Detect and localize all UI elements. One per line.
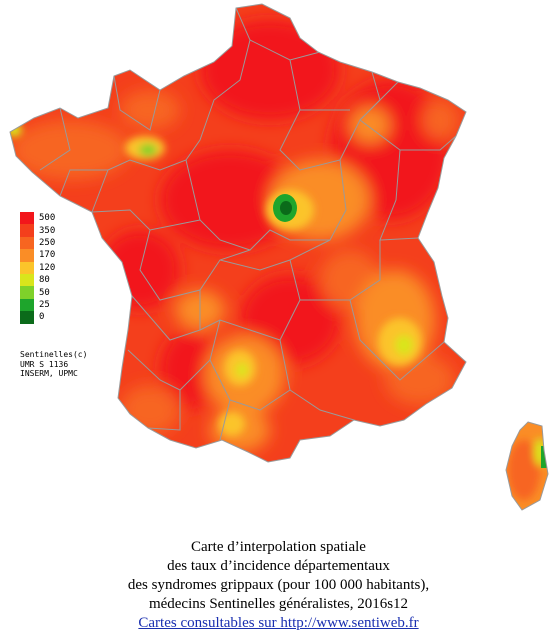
legend-swatch [20, 224, 34, 237]
sentiweb-link[interactable]: Cartes consultables sur http://www.senti… [138, 615, 419, 631]
legend-swatch [20, 311, 34, 324]
credits: Sentinelles(c) UMR S 1136 INSERM, UPMC [20, 350, 87, 379]
legend-swatch [20, 236, 34, 250]
legend-row: 120 [20, 261, 84, 274]
legend-swatch [20, 298, 34, 312]
legend-label: 500 [39, 213, 56, 224]
legend-swatch [20, 249, 34, 262]
caption-line-3: des syndromes grippaux (pour 100 000 hab… [127, 577, 430, 593]
legend-label: 0 [39, 312, 45, 323]
legend-row: 350 [20, 224, 84, 237]
legend-swatch [20, 273, 34, 287]
legend-row: 0 [20, 311, 84, 324]
legend-label: 50 [39, 287, 50, 298]
legend-label: 250 [39, 237, 56, 248]
legend-row: 500 [20, 212, 84, 225]
legend-label: 80 [39, 275, 50, 286]
legend-label: 170 [39, 250, 56, 261]
legend-swatch [20, 212, 34, 225]
legend-row: 25 [20, 298, 84, 312]
credits-line-3: INSERM, UPMC [20, 369, 78, 378]
legend-row: 50 [20, 286, 84, 299]
legend-swatch [20, 261, 34, 274]
incidence-map [9, 3, 549, 511]
legend-label: 120 [39, 262, 56, 273]
legend-label: 25 [39, 299, 50, 310]
legend-swatch [20, 286, 34, 299]
credits-line-2: UMR S 1136 [20, 359, 69, 369]
legend-row: 250 [20, 236, 84, 250]
caption-line-4: médecins Sentinelles généralistes, 2016s… [148, 596, 409, 612]
legend-row: 170 [20, 249, 84, 262]
credits-line-1: Sentinelles(c) [20, 350, 88, 359]
legend-label: 350 [39, 225, 56, 236]
caption: Carte d’interpolation spatiale des taux … [0, 538, 557, 633]
caption-line-1: Carte d’interpolation spatiale [191, 539, 366, 555]
caption-line-2: des taux d’incidence départementaux [167, 558, 390, 574]
department-borders [39, 7, 457, 441]
map-legend: 500 350 250 170 120 80 50 25 0 [20, 212, 84, 324]
legend-row: 80 [20, 273, 84, 287]
france-outline [9, 3, 467, 463]
